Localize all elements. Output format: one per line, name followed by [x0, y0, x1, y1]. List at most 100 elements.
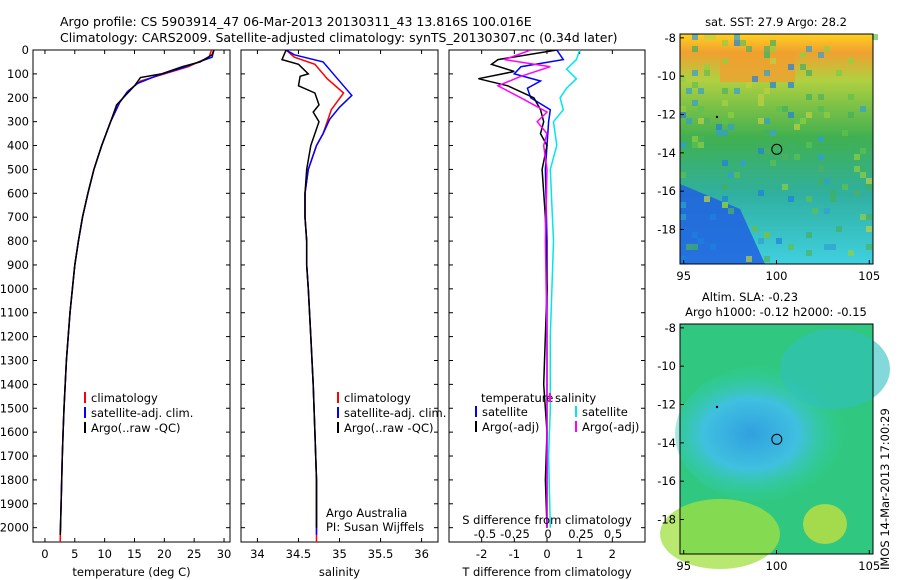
- y-tick-label: 1500: [0, 401, 29, 415]
- sst-cell: [722, 160, 728, 166]
- series-line: [59, 50, 215, 535]
- sst-cell: [728, 172, 734, 178]
- sst-cell: [794, 124, 800, 130]
- sst-cell: [722, 130, 728, 136]
- sst-cell: [722, 202, 728, 208]
- sst-cell: [776, 238, 782, 244]
- profile-marker: [771, 143, 783, 155]
- sst-cell: [680, 256, 686, 262]
- y-tick-label: 1200: [0, 330, 29, 344]
- sst-cell: [806, 46, 812, 52]
- sst-cell: [728, 112, 734, 118]
- sst-cell: [680, 172, 686, 178]
- x-tick-label: 100: [766, 269, 788, 283]
- x-tick-label: 35: [332, 547, 347, 561]
- y-tick-label: -14: [657, 146, 676, 160]
- sst-cell: [848, 142, 854, 148]
- sst-cell: [860, 172, 866, 178]
- y-tick-label: -8: [665, 321, 676, 335]
- sst-cell: [860, 148, 866, 154]
- profile-marker: [771, 433, 783, 445]
- sst-cell: [788, 64, 794, 70]
- sst-cell: [770, 58, 776, 64]
- x-tick-label: 95: [676, 269, 691, 283]
- sst-cell: [764, 118, 770, 124]
- y-tick-label: 1600: [0, 425, 29, 439]
- y-tick-label: -14: [657, 436, 676, 450]
- x-tick-label: 36: [414, 547, 429, 561]
- y-tick-label: 900: [7, 258, 29, 272]
- sst-cell: [848, 112, 854, 118]
- sst-cell: [800, 118, 806, 124]
- x-tick-label: 5: [71, 547, 78, 561]
- x-tick-label: -2: [476, 547, 487, 561]
- sst-cell: [818, 154, 824, 160]
- y-tick-label: -8: [665, 31, 676, 45]
- x-axis-label: temperature (deg C): [72, 565, 190, 579]
- sst-cell: [818, 136, 824, 142]
- y-tick-label: 1000: [0, 282, 29, 296]
- sst-cell: [854, 166, 860, 172]
- sst-cell: [770, 40, 776, 46]
- temperature-plot-frame: [32, 49, 231, 543]
- sst-cell: [758, 118, 764, 124]
- y-tick-label: 2000: [0, 521, 29, 535]
- sst-cell: [722, 40, 728, 46]
- sst-cell: [710, 214, 716, 220]
- sst-cell: [746, 46, 752, 52]
- sst-cell: [860, 106, 866, 112]
- legend-label: satellite: [482, 405, 528, 419]
- x-tick-label: -1: [509, 547, 520, 561]
- sst-cell: [734, 88, 740, 94]
- x-tick-label: 34: [250, 547, 265, 561]
- legend-label: Argo(-adj): [482, 420, 539, 434]
- sst-cell: [764, 46, 770, 52]
- x-tick-label: 34.5: [286, 547, 312, 561]
- legend-label: climatology: [344, 391, 411, 405]
- series-line: [280, 50, 320, 528]
- sst-cell: [722, 184, 728, 190]
- sst-cell: [734, 172, 740, 178]
- sst-cell: [866, 214, 872, 220]
- sst-cell: [866, 226, 872, 232]
- sst-cell: [866, 184, 872, 190]
- track-dot: [715, 405, 719, 409]
- legend-label: Argo(..raw -QC): [91, 421, 181, 435]
- y-tick-label: 700: [7, 210, 29, 224]
- sst-cell: [692, 82, 698, 88]
- sst-cell: [752, 76, 758, 82]
- sst-cell: [770, 82, 776, 88]
- sst-cell: [698, 238, 704, 244]
- sla-map-title: Altim. SLA: -0.23: [702, 290, 798, 304]
- sst-cell: [758, 190, 764, 196]
- sst-cell: [824, 244, 830, 250]
- sst-cell: [692, 232, 698, 238]
- y-tick-label: 1800: [0, 473, 29, 487]
- sst-cell: [692, 112, 698, 118]
- sst-cell: [788, 82, 794, 88]
- x-tick-label: 10: [97, 547, 112, 561]
- sst-cell: [698, 142, 704, 148]
- y-tick-label: 600: [7, 186, 29, 200]
- series-line: [478, 50, 557, 528]
- y-tick-label: 1900: [0, 497, 29, 511]
- y-tick-label: -16: [657, 474, 676, 488]
- sst-cell: [806, 232, 812, 238]
- sst-cell: [764, 88, 770, 94]
- sst-cell: [824, 208, 830, 214]
- sst-cell: [686, 88, 692, 94]
- legend-title: salinity: [555, 391, 596, 405]
- sst-cell: [854, 154, 860, 160]
- sst-cell: [722, 58, 728, 64]
- y-tick-label: -12: [657, 108, 676, 122]
- sst-cell: [770, 160, 776, 166]
- sst-cell: [740, 40, 746, 46]
- track-dot: [715, 115, 719, 119]
- legend-label: Argo(..raw -QC): [344, 421, 434, 435]
- x-tick-top-label: -0.5: [474, 527, 496, 541]
- sst-cell: [794, 154, 800, 160]
- sla-high: [803, 504, 847, 544]
- sst-cell: [782, 184, 788, 190]
- sst-cell: [692, 148, 698, 154]
- sst-cell: [740, 160, 746, 166]
